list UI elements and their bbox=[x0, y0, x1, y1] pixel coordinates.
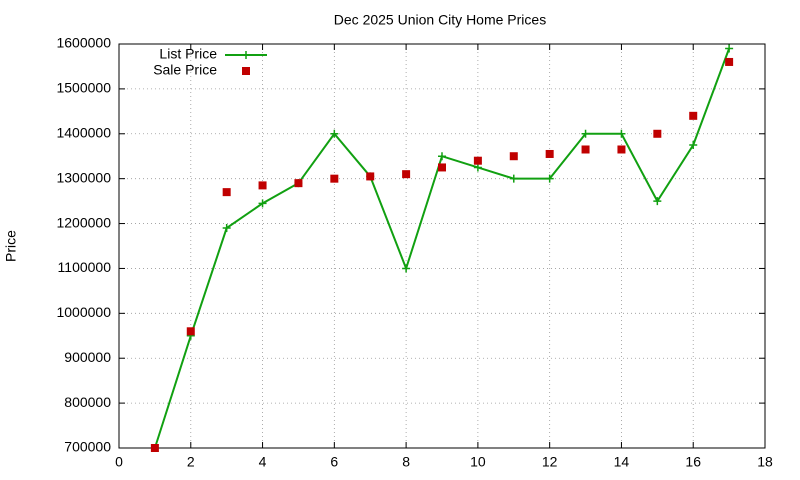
x-tick-label: 8 bbox=[402, 454, 410, 470]
x-tick-label: 2 bbox=[187, 454, 195, 470]
point bbox=[473, 156, 482, 165]
y-tick-label: 1600000 bbox=[56, 35, 111, 51]
point bbox=[725, 44, 734, 53]
point bbox=[330, 129, 339, 138]
chart-title: Dec 2025 Union City Home Prices bbox=[334, 12, 546, 28]
y-tick-label: 1400000 bbox=[56, 124, 111, 140]
point bbox=[653, 197, 662, 206]
point bbox=[725, 57, 734, 66]
point bbox=[366, 172, 375, 181]
y-tick-label: 1000000 bbox=[56, 304, 111, 320]
y-tick-label: 1200000 bbox=[56, 214, 111, 230]
point bbox=[222, 224, 231, 233]
y-tick-label: 1100000 bbox=[58, 259, 112, 275]
y-tick-label: 900000 bbox=[64, 349, 111, 365]
x-tick-label: 0 bbox=[115, 454, 123, 470]
point bbox=[473, 163, 482, 172]
point bbox=[581, 129, 590, 138]
point bbox=[294, 179, 303, 188]
point bbox=[402, 170, 411, 179]
point bbox=[150, 444, 159, 452]
legend-marker bbox=[242, 51, 250, 59]
x-tick-label: 16 bbox=[685, 454, 701, 470]
point bbox=[545, 174, 554, 183]
y-tick-label: 1300000 bbox=[56, 169, 111, 185]
legend-marker bbox=[242, 67, 250, 75]
point bbox=[402, 264, 411, 273]
x-tick-label: 4 bbox=[259, 454, 267, 470]
x-tick-label: 12 bbox=[542, 454, 558, 470]
point bbox=[258, 199, 267, 208]
line bbox=[153, 48, 731, 449]
x-tick-label: 14 bbox=[614, 454, 630, 470]
point bbox=[438, 152, 446, 161]
x-tick-label: 10 bbox=[470, 454, 486, 470]
y-axis-label: Price bbox=[3, 230, 19, 262]
y-tick-label: 700000 bbox=[64, 439, 111, 455]
point bbox=[689, 141, 698, 149]
legend-label: Sale Price bbox=[153, 62, 217, 78]
point bbox=[438, 163, 446, 172]
point bbox=[617, 129, 626, 138]
point bbox=[653, 129, 662, 138]
y-tick-label: 800000 bbox=[64, 394, 111, 410]
x-tick-label: 18 bbox=[757, 454, 773, 470]
point bbox=[222, 188, 231, 197]
x-tick-label: 6 bbox=[330, 454, 338, 470]
point bbox=[258, 181, 267, 190]
plot-frame bbox=[118, 43, 766, 449]
y-tick-label: 1500000 bbox=[56, 80, 111, 96]
point bbox=[689, 111, 698, 120]
point bbox=[509, 152, 518, 161]
point bbox=[509, 174, 518, 183]
legend-label: List Price bbox=[159, 46, 217, 62]
point bbox=[186, 327, 195, 336]
point bbox=[617, 145, 626, 154]
point bbox=[330, 174, 339, 183]
point bbox=[545, 149, 554, 158]
point bbox=[581, 145, 590, 154]
